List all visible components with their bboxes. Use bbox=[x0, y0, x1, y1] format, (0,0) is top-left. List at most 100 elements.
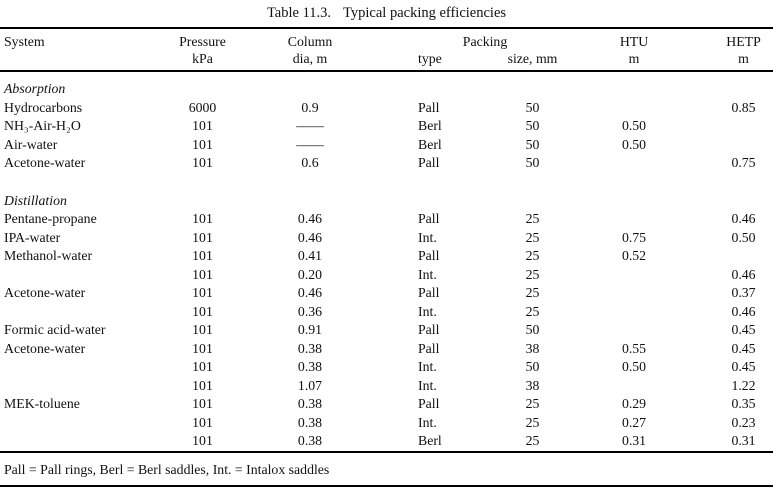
cell-hetp: 0.35 bbox=[731, 396, 756, 411]
cell-system bbox=[0, 432, 155, 452]
cell-hetp: 0.75 bbox=[731, 155, 756, 170]
cell-pressure: 6000 bbox=[188, 99, 217, 115]
cell-hetp: 0.45 bbox=[731, 359, 756, 374]
table-row: 101 0.36 Int. 25 0.46 bbox=[0, 303, 773, 322]
cell-hetp: 0.85 bbox=[731, 99, 756, 115]
cell-htu bbox=[600, 154, 668, 173]
cell-hetp bbox=[668, 247, 773, 266]
cell-dia: 0.46 bbox=[297, 285, 323, 300]
cell-htu bbox=[600, 210, 668, 229]
table-caption: Typical packing efficiencies bbox=[343, 5, 507, 21]
cell-htu: 0.52 bbox=[621, 248, 647, 263]
cell-system: Acetone-water bbox=[4, 155, 86, 170]
cell-system: MEK-toluene bbox=[4, 396, 80, 411]
cell-htu: 0.50 bbox=[621, 136, 647, 152]
cell-htu bbox=[600, 266, 668, 285]
cell-size: 25 bbox=[525, 396, 540, 411]
table-row: Acetone-water 101 0.38 Pall 38 0.55 0.45 bbox=[0, 340, 773, 359]
cell-system bbox=[0, 266, 155, 285]
cell-type: Berl bbox=[418, 118, 442, 133]
cell-system: Acetone-water bbox=[4, 340, 86, 356]
cell-size: 50 bbox=[525, 118, 540, 133]
cell-system: NH₃-Air-H₂O bbox=[4, 118, 81, 133]
cell-hetp: 0.45 bbox=[731, 322, 756, 337]
cell-type: Int. bbox=[418, 229, 437, 245]
cell-system bbox=[0, 358, 155, 377]
cell-type: Pall bbox=[418, 211, 440, 226]
cell-dia: 1.07 bbox=[297, 377, 323, 393]
header-htu-unit: m bbox=[628, 51, 640, 66]
cell-type: Pall bbox=[418, 396, 440, 411]
cell-pressure: 101 bbox=[192, 248, 213, 263]
header-packing-group: Packing bbox=[462, 34, 508, 49]
section-row: Absorption bbox=[0, 71, 773, 99]
cell-type: Int. bbox=[418, 359, 437, 374]
cell-pressure: 101 bbox=[192, 377, 213, 393]
cell-htu bbox=[600, 377, 668, 396]
table-row: 101 1.07 Int. 38 1.22 bbox=[0, 377, 773, 396]
cell-size: 50 bbox=[525, 322, 540, 337]
section-row: Distillation bbox=[0, 173, 773, 211]
cell-dia: 0.38 bbox=[297, 340, 323, 356]
cell-system: Pentane-propane bbox=[4, 211, 97, 226]
cell-size: 50 bbox=[525, 359, 540, 374]
cell-hetp: 0.31 bbox=[731, 433, 756, 448]
cell-type: Pall bbox=[418, 322, 440, 337]
cell-type: Pall bbox=[418, 155, 440, 170]
cell-hetp: 0.46 bbox=[731, 303, 756, 319]
table-body: Absorption Hydrocarbons 6000 0.9 Pall 50 0.85 N… bbox=[0, 71, 773, 452]
header-system: System bbox=[4, 34, 45, 49]
cell-dia: 0.46 bbox=[297, 229, 323, 245]
table-row: NH₃-Air-H₂O 101 —— Berl 50 0.50 bbox=[0, 117, 773, 136]
cell-size: 25 bbox=[525, 414, 540, 430]
cell-size: 25 bbox=[525, 248, 540, 263]
cell-dia: 0.38 bbox=[297, 359, 323, 374]
cell-type: Int. bbox=[418, 414, 437, 430]
cell-size: 25 bbox=[525, 433, 540, 448]
cell-type: Int. bbox=[418, 377, 437, 393]
table-row: MEK-toluene 101 0.38 Pall 25 0.29 0.35 bbox=[0, 395, 773, 414]
cell-htu: 0.50 bbox=[621, 118, 647, 133]
cell-system: Acetone-water bbox=[4, 285, 86, 300]
table-header: System Pressure Column Packing HTU HETP … bbox=[0, 28, 773, 71]
cell-dia: 0.20 bbox=[297, 266, 323, 282]
table-row: 101 0.38 Int. 50 0.50 0.45 bbox=[0, 358, 773, 377]
cell-dia: 0.38 bbox=[297, 433, 323, 448]
cell-pressure: 101 bbox=[192, 322, 213, 337]
cell-dia: 0.36 bbox=[297, 303, 323, 319]
cell-type: Pall bbox=[418, 99, 440, 115]
table-row: Air-water 101 —— Berl 50 0.50 bbox=[0, 136, 773, 155]
cell-pressure: 101 bbox=[192, 359, 213, 374]
cell-type: Pall bbox=[418, 340, 440, 356]
cell-htu: 0.75 bbox=[621, 229, 647, 245]
cell-htu bbox=[600, 284, 668, 303]
cell-hetp bbox=[668, 136, 773, 155]
header-hetp: HETP bbox=[726, 34, 761, 49]
cell-pressure: 101 bbox=[192, 303, 213, 319]
cell-type: Int. bbox=[418, 303, 437, 319]
header-htu: HTU bbox=[619, 34, 649, 49]
cell-type: Berl bbox=[418, 136, 442, 152]
cell-pressure: 101 bbox=[192, 414, 213, 430]
cell-dia: —— bbox=[296, 136, 324, 152]
cell-htu: 0.29 bbox=[621, 396, 647, 411]
cell-hetp: 0.46 bbox=[731, 211, 756, 226]
section-label: Distillation bbox=[4, 192, 67, 208]
table-row: Pentane-propane 101 0.46 Pall 25 0.46 bbox=[0, 210, 773, 229]
cell-size: 50 bbox=[525, 136, 540, 152]
cell-system bbox=[0, 377, 155, 396]
cell-type: Int. bbox=[418, 266, 437, 282]
cell-hetp: 1.22 bbox=[731, 377, 756, 393]
cell-system: Methanol-water bbox=[4, 248, 93, 263]
cell-size: 25 bbox=[525, 229, 540, 245]
cell-htu bbox=[600, 321, 668, 340]
section-label: Absorption bbox=[4, 81, 66, 96]
cell-size: 25 bbox=[525, 285, 540, 300]
cell-pressure: 101 bbox=[192, 396, 213, 411]
cell-size: 25 bbox=[525, 303, 540, 319]
cell-size: 50 bbox=[525, 155, 540, 170]
cell-dia: 0.9 bbox=[301, 99, 319, 115]
footnote-legend: Pall = Pall rings, Berl = Berl saddles, … bbox=[0, 453, 773, 487]
table-row: Methanol-water 101 0.41 Pall 25 0.52 bbox=[0, 247, 773, 266]
cell-pressure: 101 bbox=[192, 136, 213, 152]
